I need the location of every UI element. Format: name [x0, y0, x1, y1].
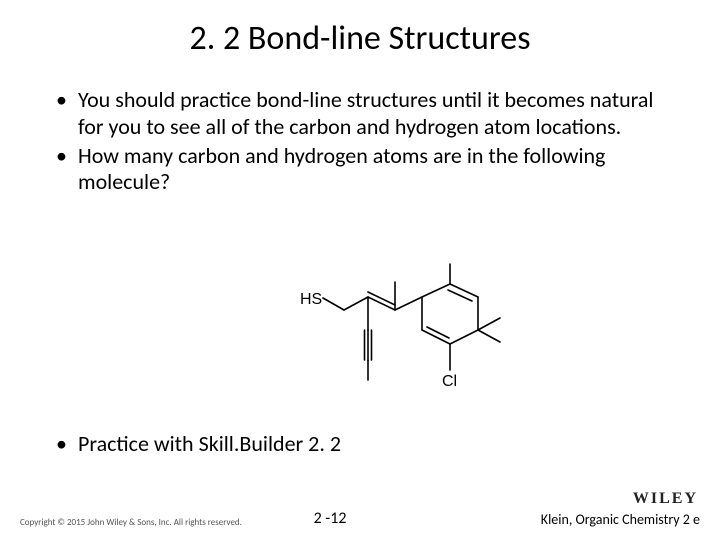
bullet-item-3: Practice with Skill.Builder 2. 2: [50, 430, 670, 457]
bullet-item-1: You should practice bond-line structures…: [50, 87, 670, 141]
bullet-list: You should practice bond-line structures…: [50, 87, 670, 196]
copyright-text: Copyright © 2015 John Wiley & Sons, Inc.…: [20, 517, 354, 528]
footer: Copyright © 2015 John Wiley & Sons, Inc.…: [0, 509, 720, 528]
book-reference: Klein, Organic Chemistry 2 e: [366, 511, 700, 528]
hs-label: HS: [300, 291, 322, 308]
molecule-structure: HS Cl: [300, 262, 520, 412]
cl-label: Cl: [442, 373, 457, 390]
practice-bullet: Practice with Skill.Builder 2. 2: [50, 430, 670, 457]
slide-title: 2. 2 Bond-line Structures: [0, 0, 720, 59]
page-number: 2 -12: [314, 509, 347, 528]
bullet-item-2: How many carbon and hydrogen atoms are i…: [50, 143, 670, 197]
wiley-logo: WILEY: [633, 490, 698, 508]
